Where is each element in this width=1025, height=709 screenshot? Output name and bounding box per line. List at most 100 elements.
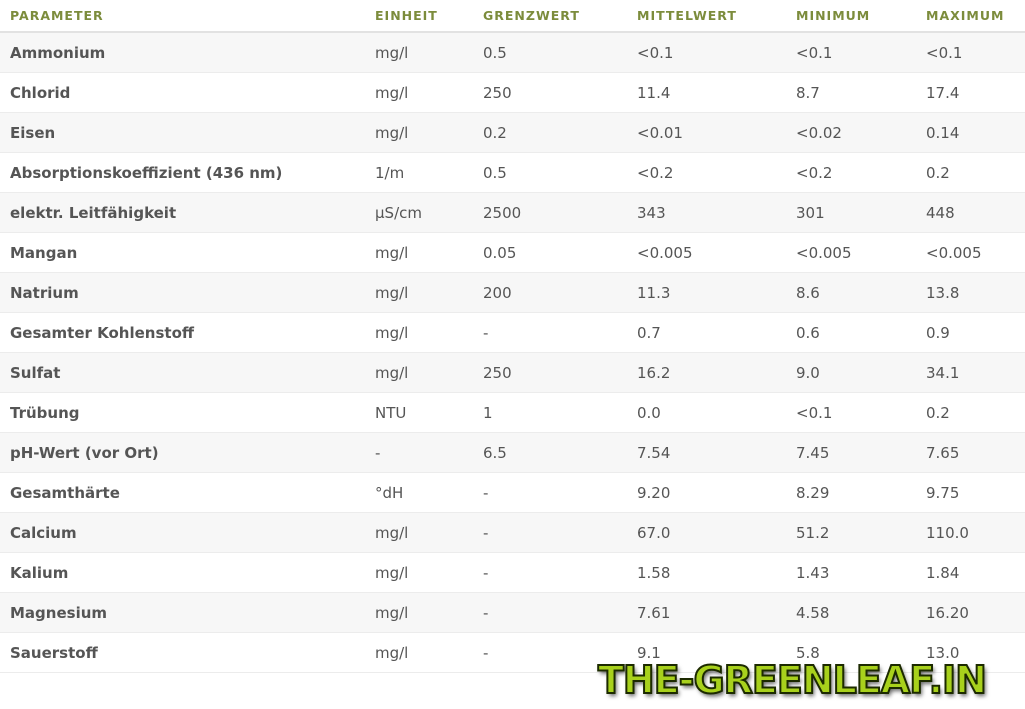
cell-einheit: µS/cm: [365, 192, 473, 233]
table-row: Eisen mg/l 0.2 <0.01 <0.02 0.14: [0, 112, 1025, 153]
cell-maximum: <0.1: [916, 32, 1025, 73]
cell-mittelwert: <0.005: [627, 232, 786, 273]
cell-einheit: °dH: [365, 472, 473, 513]
cell-einheit: 1/m: [365, 152, 473, 193]
cell-minimum: 9.0: [786, 352, 916, 393]
cell-minimum: 5.8: [786, 632, 916, 673]
cell-minimum: 7.45: [786, 432, 916, 473]
cell-mittelwert: 1.58: [627, 552, 786, 593]
cell-mittelwert: <0.1: [627, 32, 786, 73]
cell-mittelwert: 343: [627, 192, 786, 233]
table-row: Gesamthärte °dH -9.20 8.29 9.75: [0, 472, 1025, 513]
cell-parameter: elektr. Leitfähigkeit: [0, 192, 365, 233]
cell-einheit: mg/l: [365, 32, 473, 73]
cell-parameter: Eisen: [0, 112, 365, 153]
cell-parameter: Kalium: [0, 552, 365, 593]
table-row: Ammonium mg/l 0.5 <0.1 <0.1 <0.1: [0, 32, 1025, 73]
cell-mittelwert: 7.54: [627, 432, 786, 473]
column-header-mittelwert: MITTELWERT: [627, 0, 786, 33]
cell-maximum: 13.8: [916, 272, 1025, 313]
cell-minimum: 8.7: [786, 72, 916, 113]
column-header-einheit: EINHEIT: [365, 0, 473, 33]
table-row: Gesamter Kohlenstoff mg/l -0.7 0.6 0.9: [0, 312, 1025, 353]
cell-maximum: 16.20: [916, 592, 1025, 633]
cell-einheit: mg/l: [365, 512, 473, 553]
cell-grenzwert: 250: [473, 72, 627, 113]
cell-minimum: <0.2: [786, 152, 916, 193]
cell-mittelwert: 16.2: [627, 352, 786, 393]
cell-mittelwert: 0.7: [627, 312, 786, 353]
cell-grenzwert: 0.2: [473, 112, 627, 153]
cell-mittelwert: 11.4: [627, 72, 786, 113]
cell-parameter: Calcium: [0, 512, 365, 553]
cell-grenzwert: 0.5: [473, 152, 627, 193]
cell-maximum: 0.9: [916, 312, 1025, 353]
table-header-row: PARAMETER EINHEIT GRENZWERT MITTELWERT MINIM…: [0, 0, 1025, 33]
cell-einheit: mg/l: [365, 272, 473, 313]
cell-mittelwert: <0.01: [627, 112, 786, 153]
cell-grenzwert: -: [473, 472, 627, 513]
cell-einheit: mg/l: [365, 632, 473, 673]
cell-mittelwert: 0.0: [627, 392, 786, 433]
cell-grenzwert: 200: [473, 272, 627, 313]
table-row: Mangan mg/l 0.05 <0.005 <0.005 <0.005: [0, 232, 1025, 273]
table-row: Absorptionskoeffizient (436 nm) 1/m 0.5 <0.…: [0, 152, 1025, 193]
cell-minimum: 1.43: [786, 552, 916, 593]
cell-maximum: <0.005: [916, 232, 1025, 273]
cell-parameter: Absorptionskoeffizient (436 nm): [0, 152, 365, 193]
cell-grenzwert: 0.5: [473, 32, 627, 73]
cell-minimum: <0.1: [786, 32, 916, 73]
cell-maximum: 0.2: [916, 392, 1025, 433]
cell-einheit: -: [365, 432, 473, 473]
cell-minimum: <0.005: [786, 232, 916, 273]
cell-einheit: mg/l: [365, 352, 473, 393]
cell-grenzwert: 250: [473, 352, 627, 393]
cell-minimum: 8.29: [786, 472, 916, 513]
table-row: Sulfat mg/l 250 16.2 9.0 34.1: [0, 352, 1025, 393]
table-row: Kalium mg/l -1.58 1.43 1.84: [0, 552, 1025, 593]
cell-parameter: Chlorid: [0, 72, 365, 113]
cell-parameter: Mangan: [0, 232, 365, 273]
cell-maximum: 34.1: [916, 352, 1025, 393]
table-row: Magnesium mg/l -7.61 4.58 16.20: [0, 592, 1025, 633]
cell-maximum: 17.4: [916, 72, 1025, 113]
cell-einheit: mg/l: [365, 592, 473, 633]
cell-mittelwert: 67.0: [627, 512, 786, 553]
table-row: Sauerstoff mg/l -9.1 5.8 13.0: [0, 632, 1025, 673]
cell-maximum: 0.2: [916, 152, 1025, 193]
cell-einheit: NTU: [365, 392, 473, 433]
column-header-maximum: MAXIMUM: [916, 0, 1025, 33]
cell-parameter: Natrium: [0, 272, 365, 313]
cell-mittelwert: 7.61: [627, 592, 786, 633]
cell-minimum: 51.2: [786, 512, 916, 553]
cell-einheit: mg/l: [365, 72, 473, 113]
cell-minimum: 4.58: [786, 592, 916, 633]
column-header-minimum: MINIMUM: [786, 0, 916, 33]
cell-maximum: 13.0: [916, 632, 1025, 673]
table-row: Trübung NTU 1 0.0 <0.1 0.2: [0, 392, 1025, 433]
cell-grenzwert: 0.05: [473, 232, 627, 273]
watermark-logo: THE-GREENLEAF.IN: [597, 657, 988, 703]
cell-maximum: 0.14: [916, 112, 1025, 153]
cell-parameter: Magnesium: [0, 592, 365, 633]
table-row: Natrium mg/l 200 11.3 8.6 13.8: [0, 272, 1025, 313]
table-row: elektr. Leitfähigkeit µS/cm 2500 343 301 448: [0, 192, 1025, 233]
cell-grenzwert: 6.5: [473, 432, 627, 473]
cell-einheit: mg/l: [365, 232, 473, 273]
cell-minimum: 8.6: [786, 272, 916, 313]
cell-einheit: mg/l: [365, 112, 473, 153]
cell-maximum: 7.65: [916, 432, 1025, 473]
table-row: Calcium mg/l -67.0 51.2 110.0: [0, 512, 1025, 553]
cell-einheit: mg/l: [365, 312, 473, 353]
cell-einheit: mg/l: [365, 552, 473, 593]
cell-maximum: 110.0: [916, 512, 1025, 553]
cell-mittelwert: 9.20: [627, 472, 786, 513]
cell-mittelwert: 9.1: [627, 632, 786, 673]
cell-grenzwert: 1: [473, 392, 627, 433]
table-row: Chlorid mg/l 250 11.4 8.7 17.4: [0, 72, 1025, 113]
cell-parameter: Sulfat: [0, 352, 365, 393]
cell-parameter: Trübung: [0, 392, 365, 433]
cell-parameter: Gesamter Kohlenstoff: [0, 312, 365, 353]
cell-minimum: <0.1: [786, 392, 916, 433]
cell-maximum: 9.75: [916, 472, 1025, 513]
